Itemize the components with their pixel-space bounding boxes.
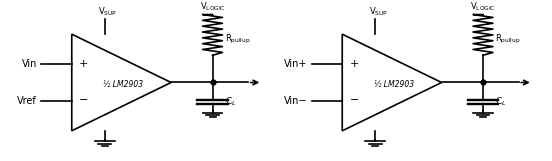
Text: C$_L$: C$_L$ bbox=[495, 96, 507, 108]
Text: −: − bbox=[79, 95, 88, 105]
Text: Vref: Vref bbox=[17, 96, 37, 106]
Text: Vin: Vin bbox=[22, 59, 37, 69]
Text: V$_{\mathregular{LOGIC}}$: V$_{\mathregular{LOGIC}}$ bbox=[200, 0, 225, 13]
Text: Vin+: Vin+ bbox=[284, 59, 307, 69]
Text: C$_L$: C$_L$ bbox=[225, 96, 236, 108]
Text: −: − bbox=[350, 95, 359, 105]
Text: +: + bbox=[350, 59, 359, 69]
Text: ½ LM2903: ½ LM2903 bbox=[374, 80, 414, 89]
Text: Vin−: Vin− bbox=[284, 96, 307, 106]
Text: R$_{\mathregular{pullup}}$: R$_{\mathregular{pullup}}$ bbox=[225, 33, 251, 46]
Text: R$_{\mathregular{pullup}}$: R$_{\mathregular{pullup}}$ bbox=[495, 33, 521, 46]
Text: +: + bbox=[79, 59, 88, 69]
Text: V$_{\mathregular{SUP}}$: V$_{\mathregular{SUP}}$ bbox=[369, 5, 388, 18]
Text: ½ LM2903: ½ LM2903 bbox=[103, 80, 144, 89]
Text: V$_{\mathregular{LOGIC}}$: V$_{\mathregular{LOGIC}}$ bbox=[470, 0, 496, 13]
Text: V$_{\mathregular{SUP}}$: V$_{\mathregular{SUP}}$ bbox=[98, 5, 117, 18]
